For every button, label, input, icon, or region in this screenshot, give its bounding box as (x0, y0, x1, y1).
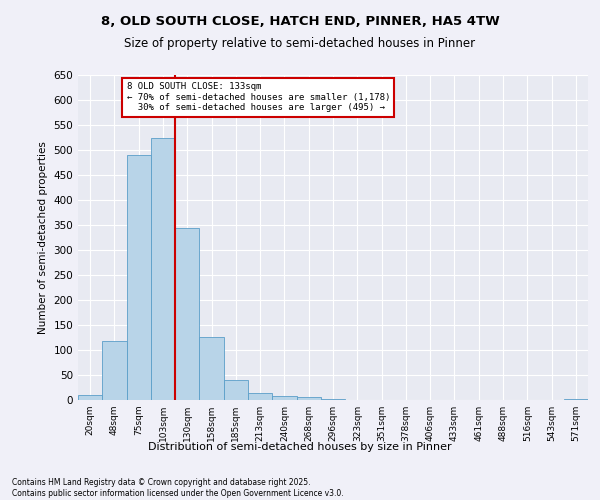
Bar (127, 155, 151, 400)
Text: 8 OLD SOUTH CLOSE: 133sqm
← 70% of semi-detached houses are smaller (1,178)
  30: 8 OLD SOUTH CLOSE: 133sqm ← 70% of semi-… (127, 82, 390, 112)
Text: Size of property relative to semi-detached houses in Pinner: Size of property relative to semi-detach… (124, 38, 476, 51)
Bar (102, 341, 127, 400)
Bar (564, 398, 588, 400)
Bar (272, 396, 296, 400)
Bar (224, 380, 248, 400)
Text: 8, OLD SOUTH CLOSE, HATCH END, PINNER, HA5 4TW: 8, OLD SOUTH CLOSE, HATCH END, PINNER, H… (101, 15, 499, 28)
Bar (78, 395, 102, 400)
Bar (248, 392, 272, 400)
Text: Contains HM Land Registry data © Crown copyright and database right 2025.
Contai: Contains HM Land Registry data © Crown c… (12, 478, 344, 498)
Bar (175, 228, 199, 400)
Y-axis label: Number of semi-detached properties: Number of semi-detached properties (38, 141, 48, 334)
Bar (321, 398, 345, 400)
Bar (199, 336, 224, 400)
Bar (151, 138, 175, 400)
Text: Distribution of semi-detached houses by size in Pinner: Distribution of semi-detached houses by … (148, 442, 452, 452)
Bar (296, 396, 321, 400)
